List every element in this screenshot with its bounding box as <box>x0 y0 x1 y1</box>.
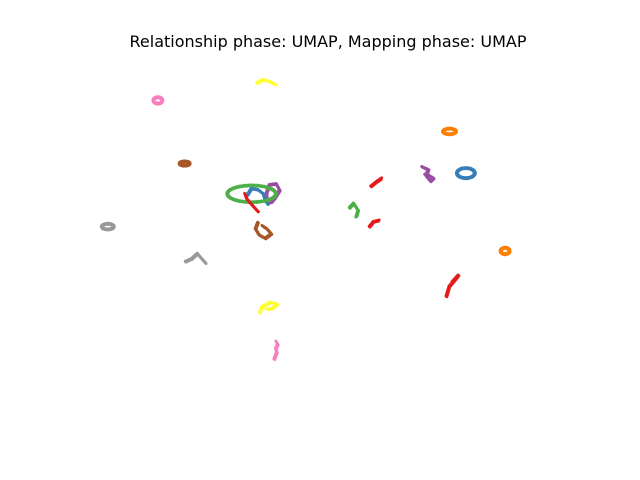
data-point <box>450 280 454 284</box>
data-point <box>204 262 208 265</box>
data-point <box>274 339 278 343</box>
point-cluster <box>99 221 116 232</box>
data-point <box>260 224 264 227</box>
point-cluster <box>272 339 280 361</box>
point-cluster <box>444 273 461 299</box>
data-point <box>507 249 511 253</box>
data-point <box>377 218 381 222</box>
point-cluster <box>183 251 208 265</box>
data-point <box>111 224 115 228</box>
point-cluster <box>225 183 278 205</box>
data-point <box>273 192 277 196</box>
data-point <box>423 172 427 176</box>
point-cluster <box>255 77 278 87</box>
data-point <box>160 98 164 102</box>
data-point <box>264 307 268 311</box>
data-point <box>380 176 384 180</box>
data-point <box>472 171 476 175</box>
data-point <box>187 161 191 165</box>
point-cluster <box>498 245 512 257</box>
data-point <box>274 83 278 87</box>
data-point <box>244 194 248 198</box>
point-cluster <box>253 220 274 241</box>
data-point <box>276 342 279 345</box>
data-point <box>453 129 457 133</box>
point-cluster <box>258 300 280 315</box>
point-cluster <box>420 165 436 184</box>
point-cluster <box>369 176 384 189</box>
point-cluster <box>455 166 477 181</box>
point-cluster <box>367 218 381 229</box>
data-point <box>266 308 270 311</box>
data-point <box>243 191 247 195</box>
point-cluster <box>151 95 165 106</box>
data-point <box>266 203 270 206</box>
data-point <box>354 215 358 219</box>
point-cluster <box>441 126 458 137</box>
point-cluster <box>243 191 260 214</box>
point-cluster <box>347 201 361 219</box>
point-cluster <box>177 159 192 168</box>
chart-title: Relationship phase: UMAP, Mapping phase:… <box>129 32 527 51</box>
